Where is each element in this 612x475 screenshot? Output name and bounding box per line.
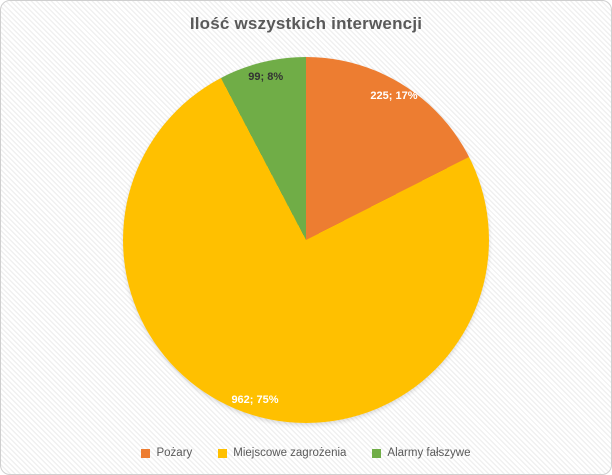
legend-swatch-icon	[141, 448, 151, 458]
legend-item-2[interactable]: Miejscowe zagrożenia	[218, 447, 346, 459]
chart-title: Ilość wszystkich interwencji	[189, 14, 423, 33]
legend-item-1[interactable]: Pożary	[141, 447, 192, 459]
legend-label: Pożary	[156, 447, 193, 459]
legend-label: Miejscowe zagrożenia	[233, 447, 347, 459]
legend: Pożary Miejscowe zagrożenia Alarmy fałszyw…	[1, 447, 611, 459]
legend-item-3[interactable]: Alarmy fałszywe	[372, 447, 471, 459]
legend-swatch-icon	[218, 448, 228, 458]
pie[interactable]	[123, 57, 489, 423]
legend-label: Alarmy fałszywe	[387, 447, 471, 459]
legend-swatch-icon	[372, 448, 382, 458]
